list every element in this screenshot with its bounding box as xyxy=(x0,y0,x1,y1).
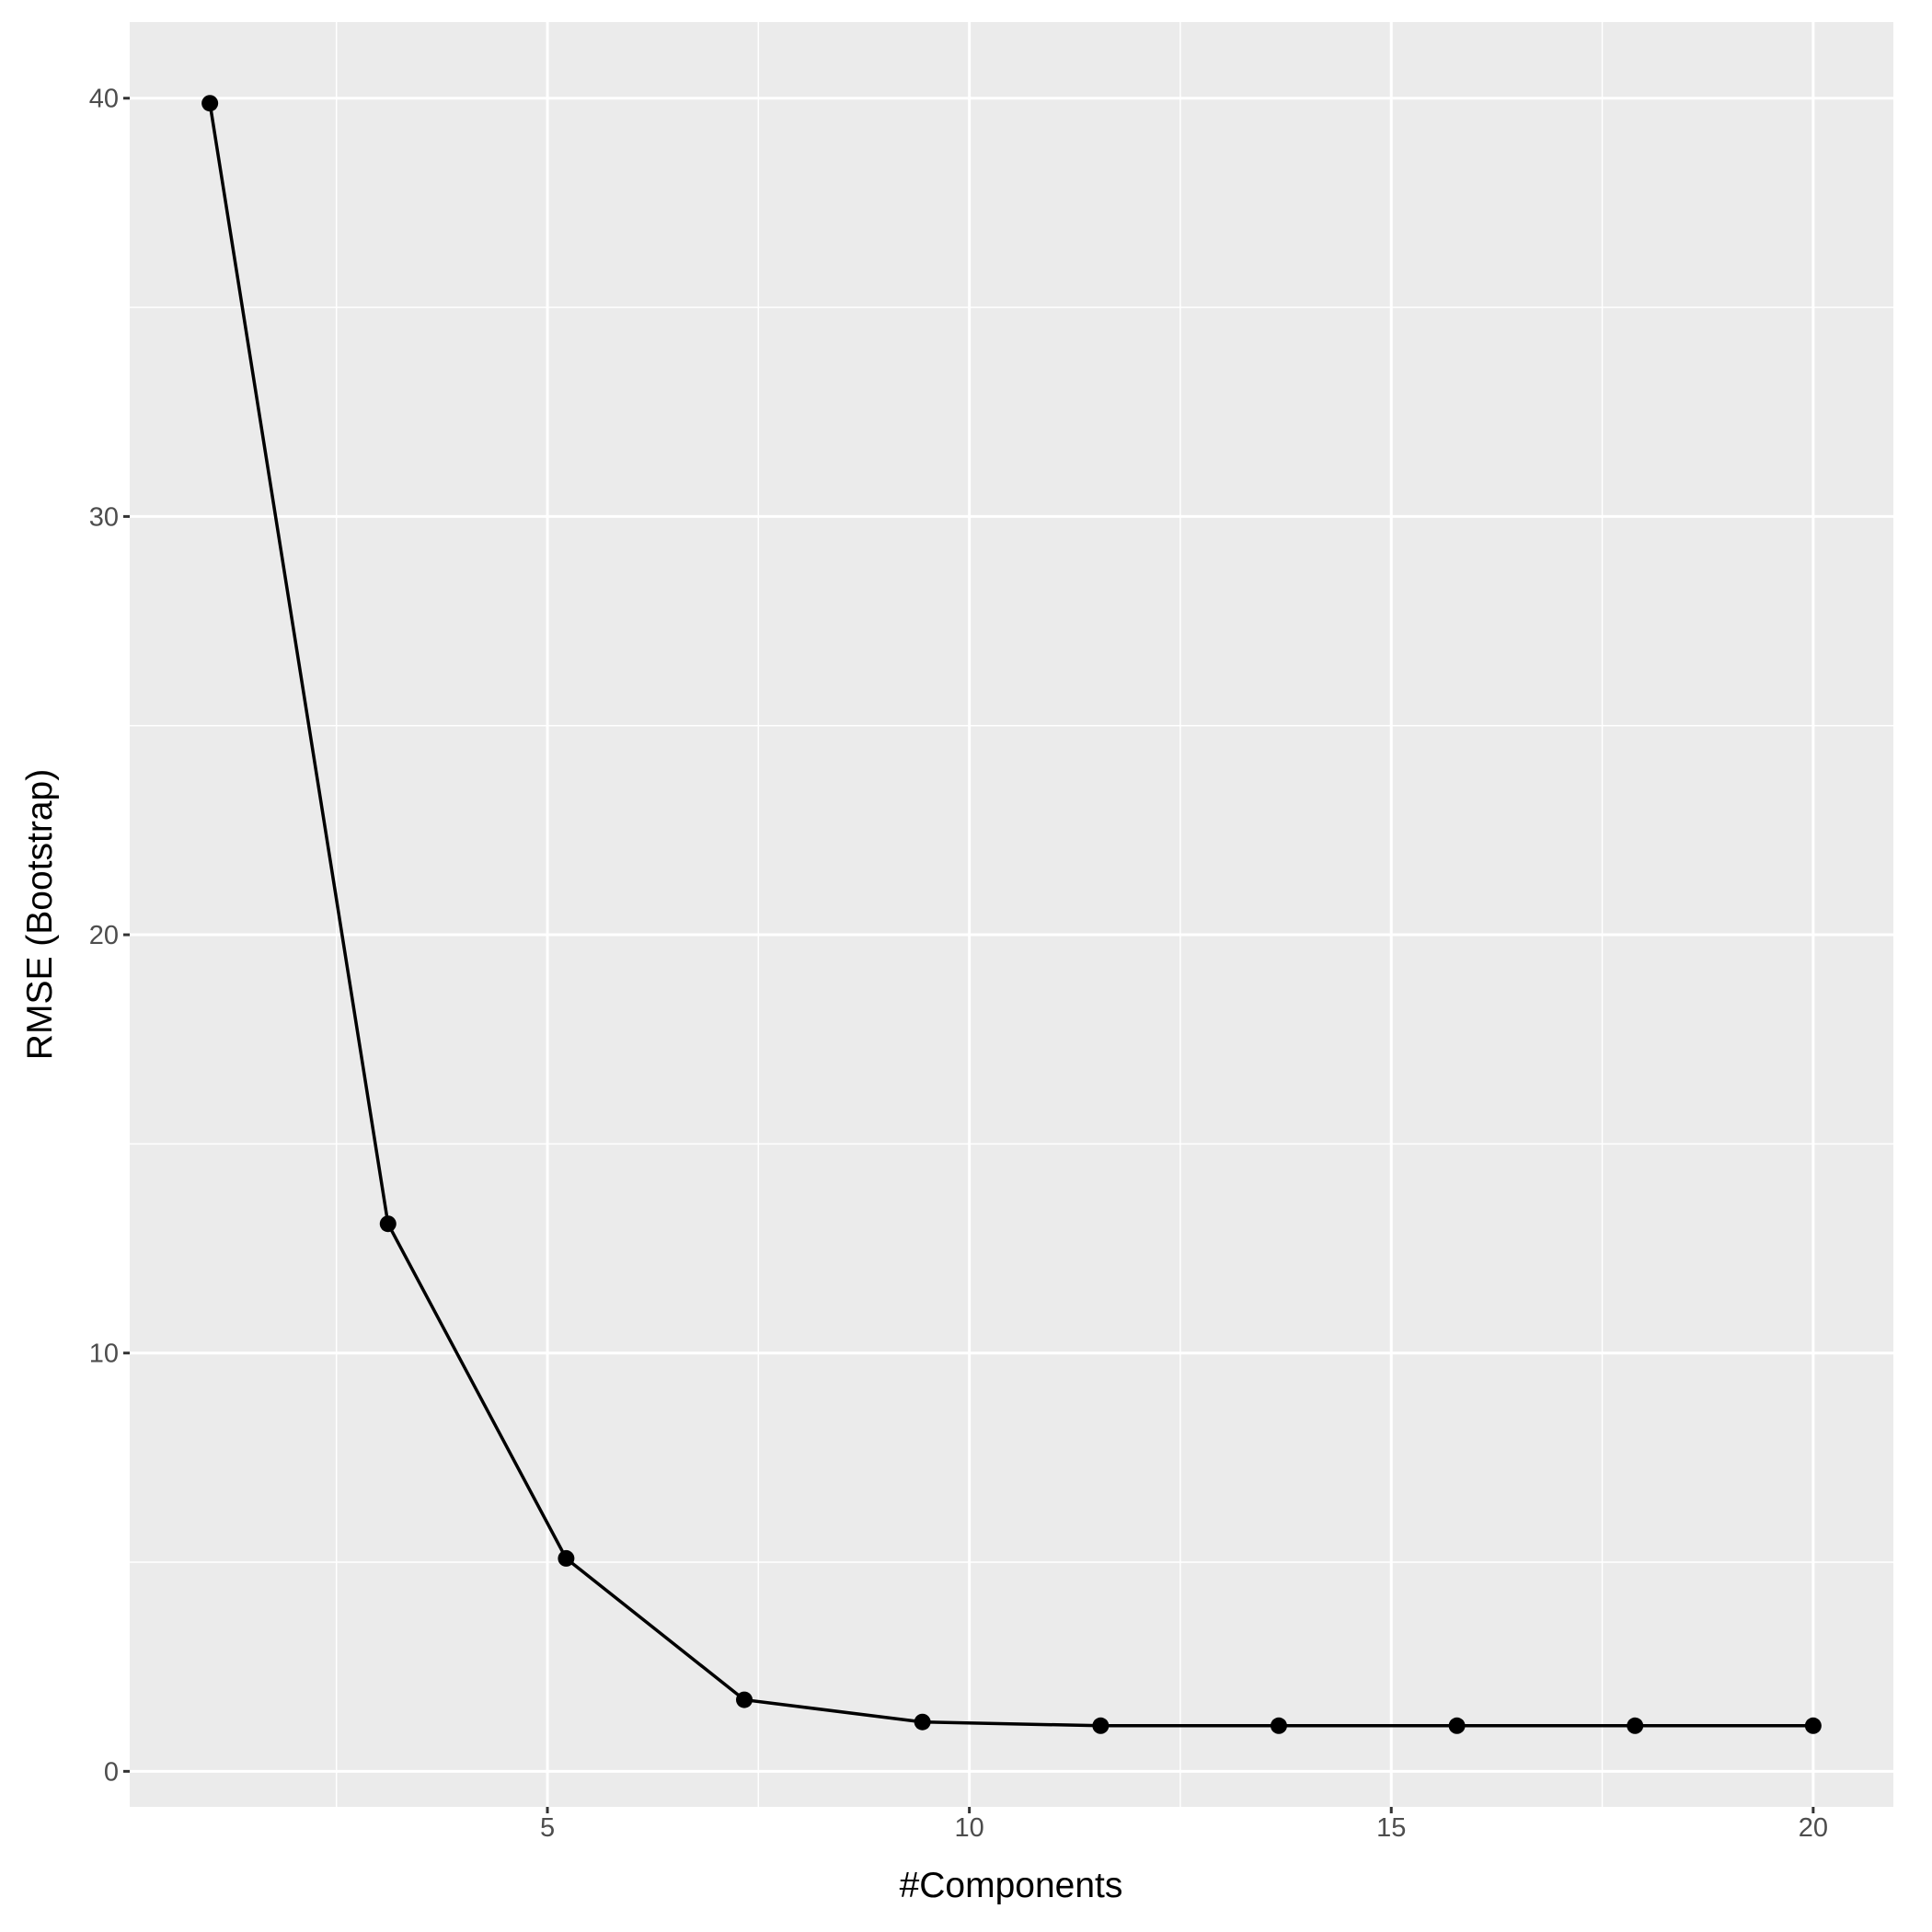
point xyxy=(1270,1717,1287,1734)
y-tick-label: 40 xyxy=(89,85,119,114)
x-tick-label: 10 xyxy=(955,1813,984,1843)
marks xyxy=(201,95,1822,1734)
point xyxy=(1804,1717,1822,1734)
point xyxy=(1627,1717,1644,1734)
x-tick-label: 15 xyxy=(1376,1813,1406,1843)
point xyxy=(558,1549,575,1567)
point xyxy=(379,1215,397,1233)
point xyxy=(914,1713,931,1731)
point xyxy=(1092,1717,1110,1734)
point xyxy=(201,95,219,112)
x-axis-title: #Components xyxy=(900,1866,1123,1905)
line xyxy=(208,102,1813,1728)
point xyxy=(1448,1717,1466,1734)
y-tick-label: 20 xyxy=(89,921,119,950)
y-axis-title: RMSE (Bootstrap) xyxy=(20,769,60,1060)
panel xyxy=(130,22,1893,1807)
y-tick-label: 30 xyxy=(89,502,119,532)
x-tick-label: 5 xyxy=(540,1813,555,1843)
point xyxy=(736,1691,753,1708)
grid xyxy=(130,22,1893,1807)
x-tick-label: 20 xyxy=(1799,1813,1828,1843)
y-tick-label: 10 xyxy=(89,1340,119,1369)
y-tick-label: 0 xyxy=(104,1757,119,1787)
